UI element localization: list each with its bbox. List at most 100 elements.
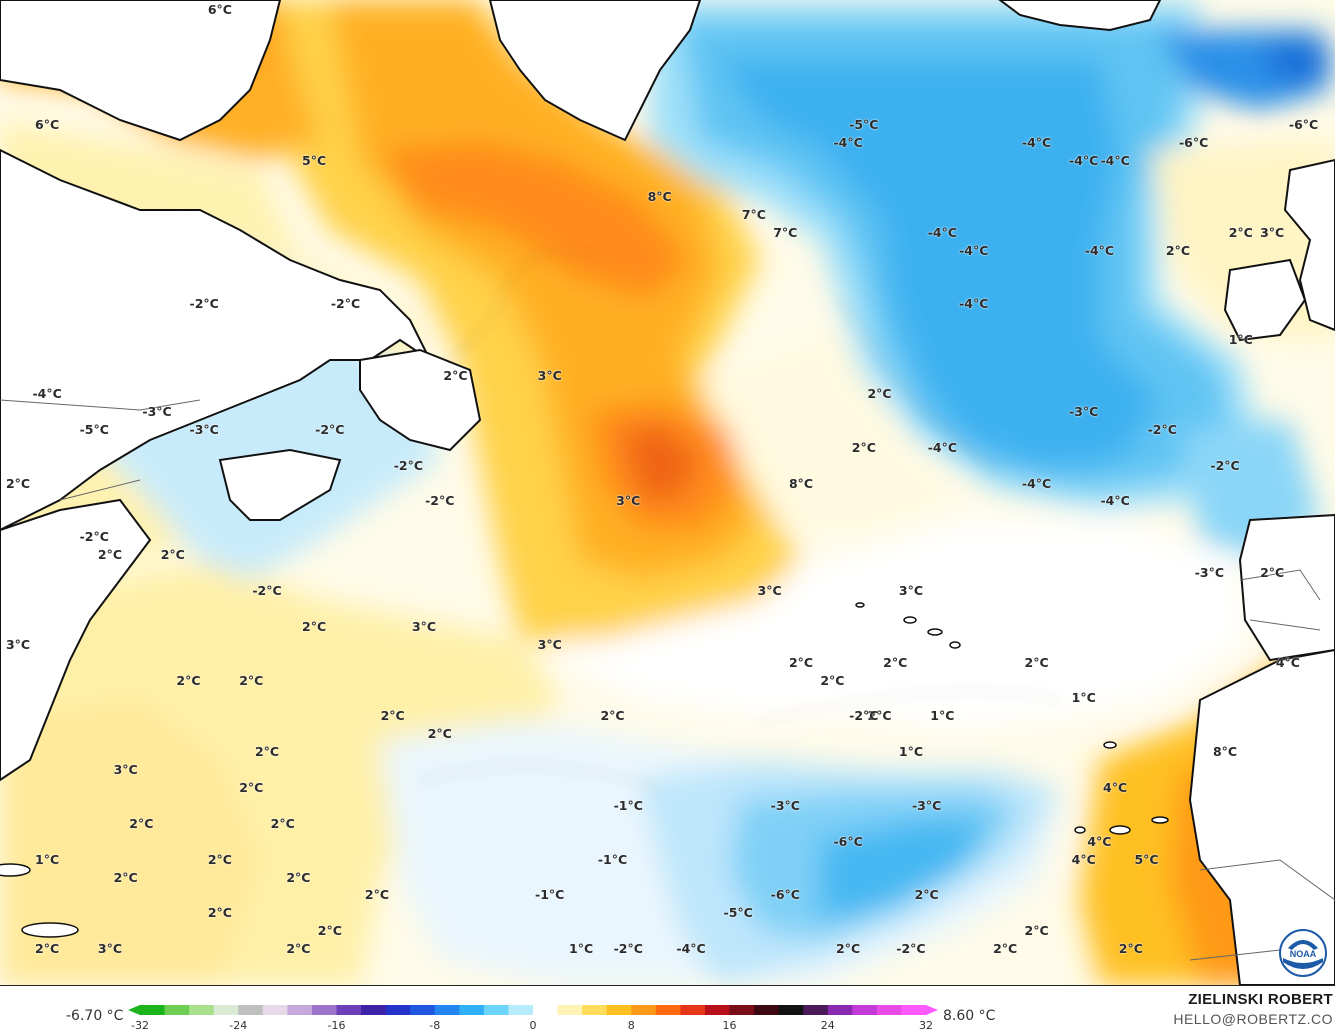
anomaly-label: 2°C: [160, 546, 185, 562]
colorbar-segment: [533, 1005, 559, 1015]
anomaly-label: -2°C: [1210, 457, 1240, 473]
anomaly-label: -2°C: [252, 582, 282, 598]
colorbar-tick-label: 16: [722, 1019, 737, 1032]
anomaly-label: 3°C: [1260, 224, 1285, 240]
anomaly-label: 3°C: [537, 367, 562, 383]
anomaly-label: -5°C: [79, 421, 109, 437]
anomaly-label: -4°C: [959, 296, 989, 312]
anomaly-label: 2°C: [35, 940, 60, 956]
anomaly-label: 5°C: [302, 152, 327, 168]
colorbar-segment: [311, 1005, 337, 1015]
anomaly-label: 4°C: [1071, 851, 1096, 867]
colorbar-segment: [140, 1005, 166, 1015]
anomaly-label: -6°C: [1178, 135, 1209, 151]
anomaly-label: 2°C: [270, 815, 295, 831]
noaa-logo-icon: NOAA: [1279, 929, 1327, 977]
colorbar-segment: [336, 1005, 362, 1015]
anomaly-label: -6°C: [833, 833, 863, 849]
colorbar-segment: [754, 1005, 780, 1015]
colorbar-tick-label: -24: [229, 1019, 248, 1032]
anomaly-label: -4°C: [1100, 152, 1130, 168]
anomaly-label: -5°C: [723, 905, 753, 921]
anomaly-label: -6°C: [1288, 117, 1319, 133]
anomaly-label: 2°C: [176, 672, 201, 688]
colorbar-segment: [655, 1005, 681, 1015]
colorbar-tick-label: -16: [327, 1019, 346, 1032]
anomaly-label: 2°C: [883, 654, 908, 670]
anomaly-label: 2°C: [97, 546, 122, 562]
anomaly-label: 3°C: [616, 493, 641, 509]
newfoundland-landmass: [359, 348, 482, 452]
anomaly-label: 2°C: [113, 869, 138, 885]
author-credit: ZIELINSKI ROBERT: [1188, 991, 1333, 1008]
sst-anomaly-map: 6°C 6°C 5°C 8°C 7°C 7°C -2°C -2°C 2°C 3°C -4°C -3°C…: [0, 0, 1335, 985]
anomaly-label: -4°C: [1100, 493, 1130, 509]
anomaly-label: -4°C: [1021, 475, 1052, 491]
anomaly-label: 6°C: [35, 117, 60, 133]
anomaly-label: 2°C: [914, 887, 939, 903]
anomaly-label: -6°C: [770, 887, 800, 903]
anomaly-label: -4°C: [927, 224, 957, 240]
colorbar-segment: [189, 1005, 215, 1015]
anomaly-label: 8°C: [1212, 743, 1238, 759]
us-east-coast-landmass: [0, 498, 152, 782]
anomaly-label: 2°C: [254, 743, 280, 759]
africa-landmass: [1188, 648, 1335, 985]
anomaly-label: -2°C: [1147, 421, 1177, 437]
anomaly-label: 2°C: [239, 672, 264, 688]
anomaly-label: 2°C: [427, 726, 452, 742]
anomaly-label: 2°C: [867, 385, 892, 401]
anomaly-label: 2°C: [1260, 564, 1285, 580]
anomaly-label: 1°C: [1071, 690, 1096, 706]
anomaly-label: 2°C: [867, 708, 892, 724]
colorbar-tick-label: -8: [429, 1019, 441, 1032]
colorbar-segment: [803, 1005, 829, 1015]
anomaly-label: 2°C: [239, 779, 264, 795]
anomaly-label: -1°C: [597, 851, 628, 867]
anomaly-label: -4°C: [1069, 152, 1099, 168]
colorbar-segment: [704, 1005, 730, 1015]
iberia-landmass: [1238, 513, 1335, 662]
anomaly-label: -3°C: [770, 797, 800, 813]
anomaly-label: 1°C: [930, 708, 955, 724]
anomaly-label: 4°C: [1103, 779, 1128, 795]
anomaly-label: -4°C: [959, 242, 989, 258]
colorbar-segment: [778, 1005, 804, 1015]
anomaly-label: 8°C: [788, 475, 814, 491]
anomaly-label: -3°C: [911, 797, 942, 813]
anomaly-label: 2°C: [788, 654, 814, 670]
colorbar-segment: [164, 1005, 190, 1015]
colorbar-segment: [557, 1005, 583, 1015]
anomaly-label: -3°C: [142, 403, 172, 419]
anomaly-label: 3°C: [97, 940, 122, 956]
anomaly-label: 7°C: [773, 224, 798, 240]
anomaly-label: -2°C: [896, 940, 926, 956]
contact-credit: HELLO@ROBERTZ.CO: [1173, 1011, 1333, 1027]
anomaly-label: 3°C: [757, 582, 782, 598]
anomaly-label: 2°C: [1165, 242, 1190, 258]
labrador-landmass: [0, 148, 433, 532]
anomaly-label: 4°C: [1087, 833, 1112, 849]
anomaly-label: 5°C: [1134, 851, 1159, 867]
colorbar-tick-label: 8: [627, 1019, 635, 1032]
anomaly-label: 2°C: [317, 923, 342, 939]
anomaly-label: 2°C: [5, 475, 31, 491]
colorbar-min-extend: [128, 1005, 140, 1015]
anomaly-label: -4°C: [1021, 135, 1052, 151]
anomaly-label: 2°C: [364, 887, 389, 903]
anomaly-label: -2°C: [315, 421, 345, 437]
anomaly-label: 2°C: [600, 708, 625, 724]
anomaly-label: 2°C: [207, 851, 232, 867]
colorbar-segment: [582, 1005, 608, 1015]
anomaly-label: -2°C: [330, 296, 361, 312]
anomaly-label: 2°C: [286, 940, 311, 956]
anomaly-label: -2°C: [189, 296, 219, 312]
colorbar-tick-label: 0: [529, 1019, 537, 1032]
colorbar-segment: [483, 1005, 509, 1015]
anomaly-label: 3°C: [5, 636, 31, 652]
colorbar-max-extend: [926, 1005, 938, 1015]
anomaly-label: 3°C: [411, 618, 437, 634]
legend-min-value: -6.70 °C: [66, 1008, 124, 1024]
anomaly-label: 1°C: [35, 851, 60, 867]
colorbar-segment: [508, 1005, 534, 1015]
